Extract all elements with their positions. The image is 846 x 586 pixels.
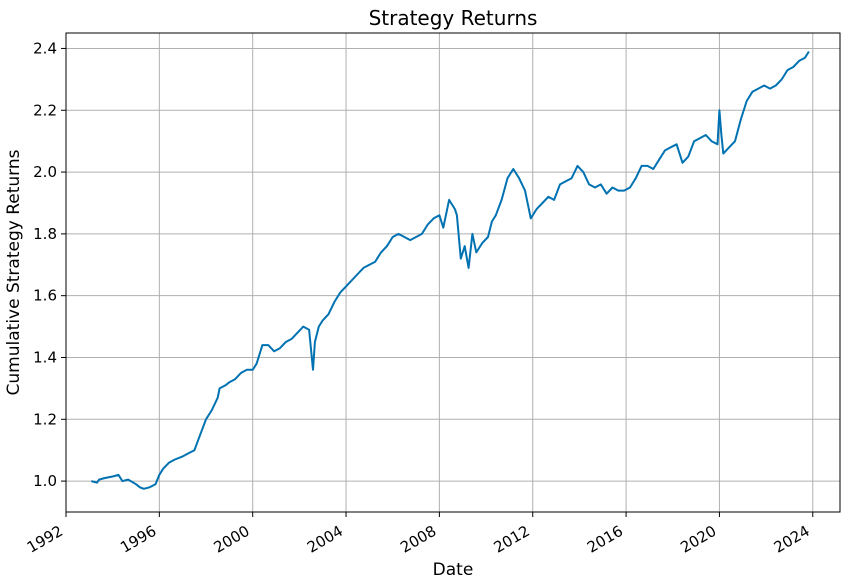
x-tick-label: 2020 <box>677 522 719 557</box>
y-axis-label: Cumulative Strategy Returns <box>4 149 24 395</box>
chart-title: Strategy Returns <box>369 6 538 30</box>
y-tick-label: 1.8 <box>33 225 57 243</box>
grid <box>65 33 840 512</box>
y-tick-label: 2.2 <box>33 101 57 119</box>
y-tick-label: 1.2 <box>33 410 57 428</box>
y-tick-label: 2.4 <box>33 39 57 57</box>
x-tick-label: 2008 <box>397 522 439 557</box>
y-tick-label: 1.0 <box>33 472 57 490</box>
x-tick-label: 2004 <box>304 522 346 557</box>
x-tick-label: 2016 <box>584 522 626 557</box>
axis-ticks: 1992 1996 2000 2004 2008 2012 2016 2020 2024 1.0 1… <box>24 39 814 557</box>
x-tick-label: 2012 <box>491 522 533 557</box>
x-tick-label: 1992 <box>24 522 66 557</box>
y-tick-label: 1.6 <box>33 287 57 305</box>
plot-area <box>65 32 841 513</box>
series-line <box>91 50 810 490</box>
y-tick-label: 1.4 <box>33 348 57 366</box>
x-tick-label: 2024 <box>771 522 813 557</box>
y-tick-label: 2.0 <box>33 163 57 181</box>
x-tick-label: 2000 <box>211 522 253 557</box>
x-tick-label: 1996 <box>117 522 159 557</box>
x-axis-label: Date <box>433 560 474 580</box>
